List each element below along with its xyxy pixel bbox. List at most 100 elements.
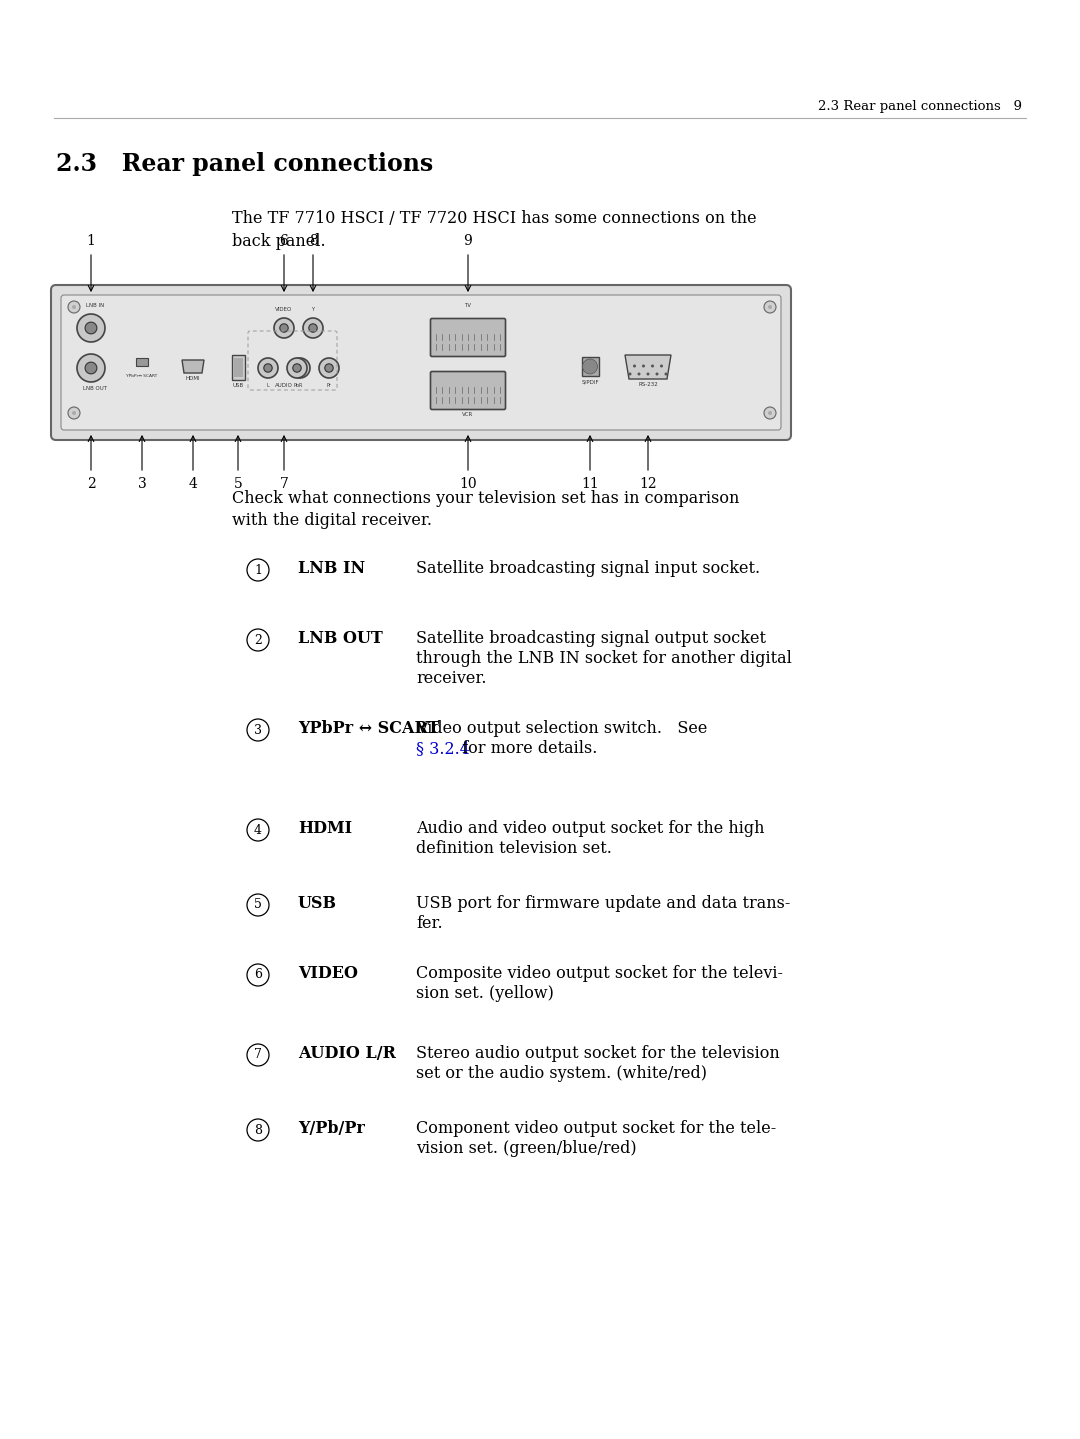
Text: 2: 2 — [254, 633, 262, 646]
Circle shape — [764, 407, 777, 419]
FancyBboxPatch shape — [51, 285, 791, 440]
Text: definition television set.: definition television set. — [416, 840, 612, 858]
Circle shape — [264, 364, 272, 373]
Text: 11: 11 — [581, 476, 599, 491]
Circle shape — [633, 364, 636, 367]
Polygon shape — [625, 355, 671, 378]
Bar — [231, 355, 244, 380]
Circle shape — [247, 558, 269, 581]
Circle shape — [247, 819, 269, 840]
Text: L: L — [267, 383, 269, 389]
Text: Video output selection switch.   See: Video output selection switch. See — [416, 720, 707, 737]
Circle shape — [768, 305, 772, 309]
Text: 3: 3 — [137, 476, 147, 491]
Text: YPbPr ↔ SCART: YPbPr ↔ SCART — [298, 720, 440, 737]
Text: 6: 6 — [254, 968, 262, 981]
FancyBboxPatch shape — [60, 295, 781, 430]
Text: 2.3 Rear panel connections   9: 2.3 Rear panel connections 9 — [818, 99, 1022, 114]
Text: 1: 1 — [254, 564, 262, 577]
Text: Composite video output socket for the televi-: Composite video output socket for the te… — [416, 966, 783, 981]
Text: LNB OUT: LNB OUT — [83, 386, 107, 391]
Circle shape — [319, 358, 339, 378]
Text: RS-232: RS-232 — [638, 381, 658, 387]
Text: for more details.: for more details. — [457, 740, 597, 757]
Bar — [136, 358, 148, 366]
Text: VCR: VCR — [462, 412, 474, 417]
Circle shape — [629, 373, 632, 376]
Text: 4: 4 — [254, 823, 262, 836]
Text: sion set. (yellow): sion set. (yellow) — [416, 986, 554, 1002]
Circle shape — [582, 358, 597, 374]
FancyBboxPatch shape — [431, 371, 505, 410]
Circle shape — [293, 364, 301, 373]
Text: VIDEO: VIDEO — [298, 966, 357, 981]
Text: 12: 12 — [639, 476, 657, 491]
Text: 6: 6 — [280, 235, 288, 248]
Circle shape — [280, 324, 288, 332]
Circle shape — [72, 305, 76, 309]
Text: § 3.2.4: § 3.2.4 — [416, 740, 470, 757]
Circle shape — [68, 301, 80, 314]
Text: Audio and video output socket for the high: Audio and video output socket for the hi… — [416, 820, 765, 837]
Text: with the digital receiver.: with the digital receiver. — [232, 512, 432, 530]
Text: Pr: Pr — [326, 383, 332, 389]
Text: 5: 5 — [233, 476, 242, 491]
Circle shape — [85, 322, 97, 334]
Circle shape — [247, 1045, 269, 1066]
Text: 4: 4 — [189, 476, 198, 491]
Text: 2: 2 — [86, 476, 95, 491]
Text: TV: TV — [464, 304, 472, 308]
Text: VIDEO: VIDEO — [275, 307, 293, 312]
Text: 8: 8 — [309, 235, 318, 248]
Text: YPbPr↔ SCART: YPbPr↔ SCART — [126, 374, 158, 378]
Circle shape — [768, 412, 772, 414]
Text: The TF 7710 HSCI / TF 7720 HSCI has some connections on the: The TF 7710 HSCI / TF 7720 HSCI has some… — [232, 210, 757, 227]
Text: AUDIO: AUDIO — [275, 383, 293, 389]
FancyBboxPatch shape — [431, 318, 505, 357]
Text: 1: 1 — [86, 235, 95, 248]
Text: 8: 8 — [254, 1124, 262, 1137]
Bar — [581, 357, 598, 376]
Circle shape — [647, 373, 649, 376]
Text: 3: 3 — [254, 724, 262, 737]
Circle shape — [72, 412, 76, 414]
Text: 7: 7 — [254, 1049, 262, 1062]
Text: back panel.: back panel. — [232, 233, 326, 250]
Circle shape — [303, 318, 323, 338]
Text: Component video output socket for the tele-: Component video output socket for the te… — [416, 1120, 777, 1137]
Text: R: R — [298, 383, 301, 389]
Text: Satellite broadcasting signal output socket: Satellite broadcasting signal output soc… — [416, 630, 766, 648]
Text: S/PDIF: S/PDIF — [581, 378, 598, 384]
Text: HDMI: HDMI — [186, 376, 200, 381]
Text: LNB IN: LNB IN — [298, 560, 365, 577]
Circle shape — [258, 358, 278, 378]
Circle shape — [85, 363, 97, 374]
Circle shape — [247, 964, 269, 986]
Text: Satellite broadcasting signal input socket.: Satellite broadcasting signal input sock… — [416, 560, 760, 577]
Text: USB port for firmware update and data trans-: USB port for firmware update and data tr… — [416, 895, 791, 912]
Circle shape — [274, 318, 294, 338]
Text: Y: Y — [311, 307, 314, 312]
Circle shape — [642, 364, 645, 367]
Circle shape — [247, 894, 269, 917]
Circle shape — [68, 407, 80, 419]
Circle shape — [77, 314, 105, 342]
Text: USB: USB — [232, 383, 244, 389]
Text: LNB OUT: LNB OUT — [298, 630, 382, 648]
Circle shape — [637, 373, 640, 376]
Circle shape — [660, 364, 663, 367]
Circle shape — [664, 373, 667, 376]
Circle shape — [247, 1120, 269, 1141]
Text: 9: 9 — [463, 235, 472, 248]
Text: Y/Pb/Pr: Y/Pb/Pr — [298, 1120, 365, 1137]
Circle shape — [287, 358, 307, 378]
Circle shape — [325, 364, 334, 373]
Text: receiver.: receiver. — [416, 671, 486, 686]
Circle shape — [247, 629, 269, 650]
Text: 7: 7 — [280, 476, 288, 491]
Circle shape — [309, 324, 318, 332]
Text: HDMI: HDMI — [298, 820, 352, 837]
Text: AUDIO L/R: AUDIO L/R — [298, 1045, 396, 1062]
Text: 2.3   Rear panel connections: 2.3 Rear panel connections — [56, 153, 433, 176]
Text: vision set. (green/blue/red): vision set. (green/blue/red) — [416, 1140, 636, 1157]
